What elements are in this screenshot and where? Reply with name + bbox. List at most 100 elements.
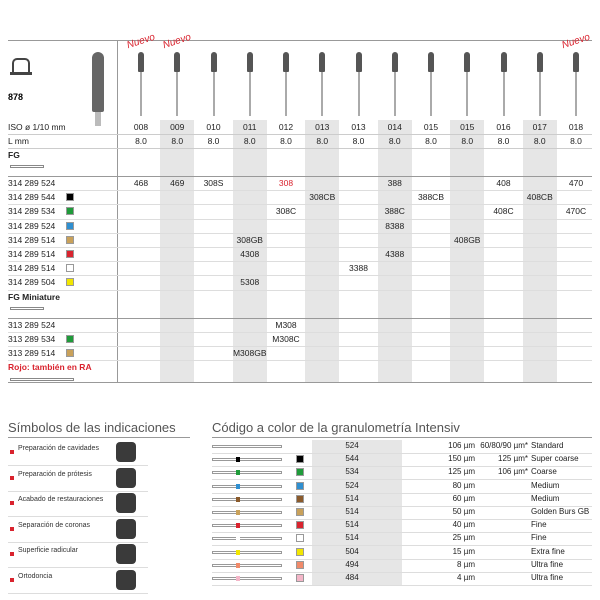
row-code: 313 289 524 <box>8 319 56 330</box>
section-title: Símbolos de las indicaciones <box>8 420 176 435</box>
indication: Preparación de cavidades <box>18 445 99 452</box>
length-value: 8.0 <box>388 136 401 146</box>
cell: 408C <box>493 206 514 217</box>
cell: M308C <box>272 333 300 344</box>
grit-size: 60 µm <box>452 493 475 503</box>
row-code: 314 289 514 <box>8 249 56 259</box>
cell: 308C <box>275 206 297 217</box>
color-swatch <box>66 349 74 357</box>
cell: 4388 <box>385 249 405 259</box>
bur-band <box>236 457 240 463</box>
bur-diagram <box>212 497 282 501</box>
group-title: FG Miniature <box>8 291 60 302</box>
grit-extra: 106 µm* <box>498 467 528 477</box>
color-swatch <box>296 494 304 503</box>
row-line <box>8 176 592 177</box>
grit-code: 494 <box>345 559 359 569</box>
bur-head <box>355 52 362 72</box>
iso-value: 012 <box>278 122 294 132</box>
length-value: 8.0 <box>497 136 510 146</box>
iso-value: 010 <box>206 122 221 132</box>
iso-value: 017 <box>532 122 547 132</box>
row-line <box>8 360 592 362</box>
bur-band <box>236 576 240 581</box>
icon-base <box>10 72 32 75</box>
bur-head <box>319 52 326 72</box>
color-swatch <box>66 221 74 230</box>
bur-diagram <box>212 537 282 541</box>
row-line <box>212 585 592 586</box>
cell: 408CB <box>526 192 553 203</box>
bur-shank <box>140 72 142 116</box>
frame-line <box>8 40 592 41</box>
indication-icon <box>116 544 136 564</box>
bur-shank <box>321 72 324 116</box>
bur-shank <box>95 112 101 126</box>
bur-head <box>210 52 217 72</box>
grit-grade: Fine <box>531 520 547 530</box>
color-swatch <box>296 481 304 490</box>
row-code: 314 289 544 <box>8 192 56 203</box>
iso-value: 013 <box>315 122 330 132</box>
bur-diagram <box>212 577 282 580</box>
row-line <box>212 571 592 573</box>
bullet <box>10 552 14 556</box>
bur-head <box>138 52 144 72</box>
bur-head <box>573 52 579 72</box>
bur-shank <box>466 72 469 116</box>
cell: 308 <box>278 178 294 188</box>
row-code: 314 289 514 <box>8 263 56 274</box>
grit-grade: Medium <box>531 493 560 503</box>
bur-head <box>92 52 104 112</box>
row-line <box>212 492 592 494</box>
bullet <box>10 501 14 505</box>
length-value: 8.0 <box>280 136 292 146</box>
iso-value: 014 <box>387 122 402 132</box>
cell: 308S <box>203 178 224 188</box>
grit-code: 514 <box>345 507 359 516</box>
row-line <box>8 204 592 206</box>
bur-head <box>283 52 289 72</box>
cell: 408 <box>496 178 511 188</box>
cell: 3388 <box>349 263 368 274</box>
row-code: 314 289 524 <box>8 220 56 231</box>
group-title: FG <box>8 150 20 160</box>
row-line <box>8 261 592 263</box>
length-value: 8.0 <box>207 136 220 146</box>
cell: M308GB <box>232 348 267 358</box>
bur-band <box>236 483 240 489</box>
row-line <box>8 592 148 594</box>
cell: 308GB <box>236 234 263 245</box>
bur-head <box>500 52 507 72</box>
grit-code: 544 <box>345 454 359 464</box>
bur-shank <box>176 72 179 116</box>
grit-size: 4 µm <box>457 573 475 582</box>
iso-value: 016 <box>496 122 511 132</box>
cell: 468 <box>133 178 149 188</box>
iso-value: 013 <box>351 122 366 132</box>
indication: Separación de coronas <box>18 521 90 529</box>
cell: 388CB <box>418 192 444 203</box>
color-swatch <box>296 521 304 530</box>
bur-head <box>536 52 543 72</box>
code-shade <box>312 440 402 586</box>
bur-shank <box>357 72 360 116</box>
bur-diagram <box>10 378 74 382</box>
grit-code: 524 <box>345 441 359 450</box>
bur-shank <box>393 72 396 116</box>
grit-code: 534 <box>345 467 359 477</box>
bullet <box>10 475 14 480</box>
bur-band <box>236 496 240 502</box>
iso-value: 018 <box>568 122 584 132</box>
length-value: 8.0 <box>425 136 437 146</box>
iso-value: 009 <box>170 122 185 132</box>
length-value: 8.0 <box>570 136 582 146</box>
product-name: 878 <box>8 92 24 102</box>
bur-shank <box>575 72 577 116</box>
grit-grade: Golden Burs GB <box>531 507 590 516</box>
indication-icon <box>116 518 136 539</box>
cell: M308 <box>275 319 297 330</box>
bur-shank <box>285 72 287 116</box>
bur-diagram <box>212 484 282 488</box>
row-line <box>212 545 592 547</box>
